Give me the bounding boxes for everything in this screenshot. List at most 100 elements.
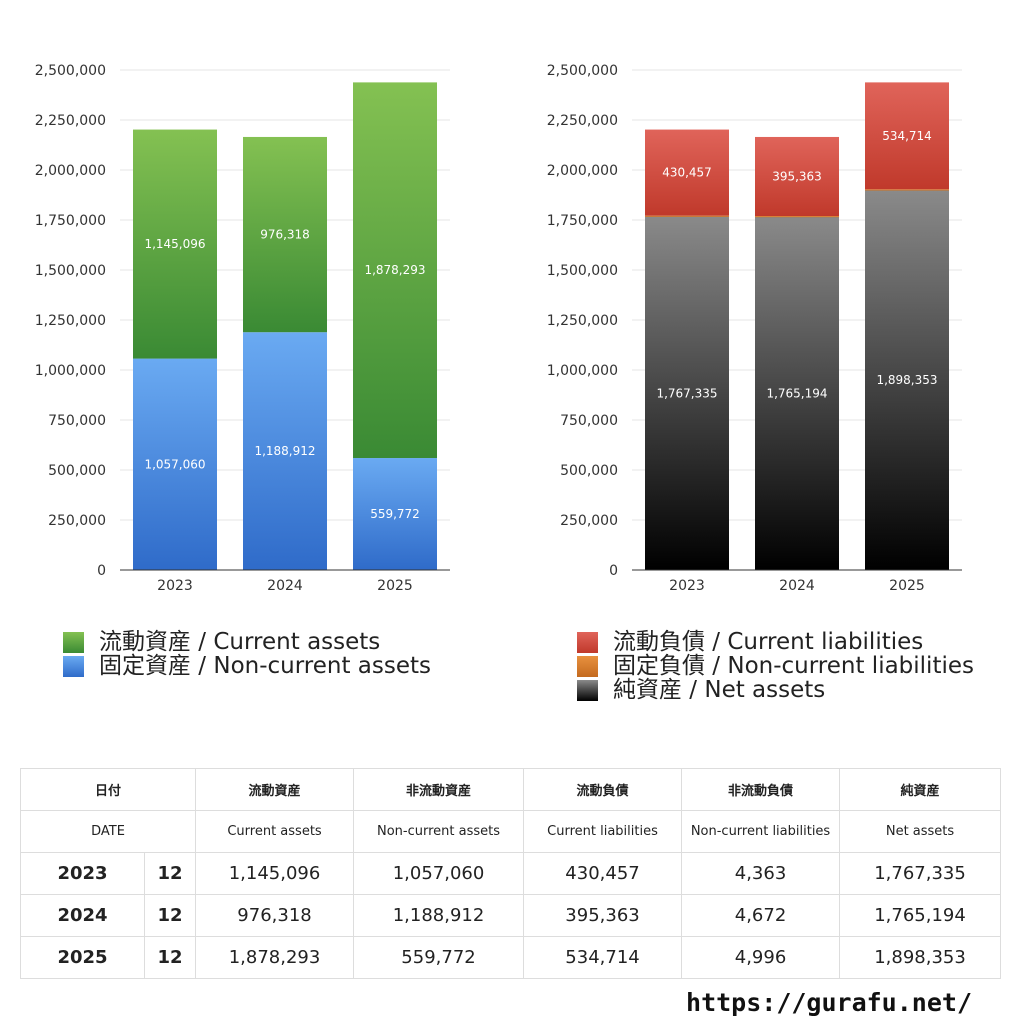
table-row: 2025 12 1,878,293 559,772 534,714 4,996 … (20, 936, 1002, 979)
data-label-net-assets-2024: 1,765,194 (766, 386, 827, 400)
y-tick-label: 0 (609, 563, 618, 579)
bar-non-current-liabilities-2025 (865, 189, 949, 191)
table-cell-current-liabilities: 430,457 (523, 852, 683, 895)
x-tick-label: 2023 (669, 578, 705, 594)
data-label-non-current-assets-2025: 559,772 (370, 507, 420, 521)
data-label-net-assets-2025: 1,898,353 (876, 373, 937, 387)
y-tick-label: 2,250,000 (547, 113, 618, 129)
table-cell-non-current-liabilities: 4,996 (681, 936, 841, 979)
table-cell-month: 12 (143, 852, 197, 895)
legend-label-current-liabilities: 流動負債 / Current liabilities (613, 629, 924, 655)
y-tick-label: 2,500,000 (35, 63, 106, 79)
y-tick-label: 750,000 (560, 413, 618, 429)
y-tick-label: 1,000,000 (547, 363, 618, 379)
bar-current-liabilities-2023 (645, 129, 729, 216)
table-header-net-assets-jp: 純資産 (839, 768, 1002, 811)
site-url-link[interactable]: https://gurafu.net/ (686, 988, 972, 1017)
table-header-current-liabilities-jp: 流動負債 (523, 768, 683, 811)
bar-current-assets-2023 (133, 129, 217, 359)
table-cell-current-liabilities: 395,363 (523, 894, 683, 937)
table-header-non-current-assets-jp: 非流動資産 (353, 768, 525, 811)
data-label-current-assets-2025: 1,878,293 (364, 263, 425, 277)
y-tick-label: 250,000 (48, 513, 106, 529)
legend-label-current-assets: 流動資産 / Current assets (99, 629, 381, 655)
y-tick-label: 1,250,000 (35, 313, 106, 329)
table-header-non-current-assets-en: Non-current assets (353, 810, 525, 853)
table-cell-non-current-liabilities: 4,363 (681, 852, 841, 895)
table-cell-current-assets: 1,145,096 (195, 852, 355, 895)
assets-legend: 流動資産 / Current assets 固定資産 / Non-current… (63, 630, 431, 678)
data-label-current-liabilities-2023: 430,457 (662, 166, 712, 180)
data-label-current-liabilities-2024: 395,363 (772, 169, 822, 183)
y-tick-label: 500,000 (48, 463, 106, 479)
x-tick-label: 2023 (157, 578, 193, 594)
table-cell-month: 12 (143, 936, 197, 979)
x-tick-label: 2025 (889, 578, 925, 594)
table-cell-net-assets: 1,767,335 (839, 852, 1002, 895)
table-header-current-assets-jp: 流動資産 (195, 768, 355, 811)
liabilities-legend: 流動負債 / Current liabilities 固定負債 / Non-cu… (577, 630, 974, 702)
table-header-current-assets-en: Current assets (195, 810, 355, 853)
y-tick-label: 500,000 (560, 463, 618, 479)
bar-current-assets-2025 (353, 82, 437, 459)
legend-item-current-liabilities: 流動負債 / Current liabilities (577, 630, 974, 654)
y-tick-label: 1,250,000 (547, 313, 618, 329)
balance-sheet-table: 日付 流動資産 非流動資産 流動負債 非流動負債 純資産 DATE Curren… (19, 768, 1002, 979)
table-header-jp-row: 日付 流動資産 非流動資産 流動負債 非流動負債 純資産 (19, 768, 1002, 811)
table-cell-current-assets: 976,318 (195, 894, 355, 937)
bar-net-assets-2023 (645, 216, 729, 570)
table-row: 2024 12 976,318 1,188,912 395,363 4,672 … (20, 894, 1002, 937)
y-tick-label: 2,000,000 (35, 163, 106, 179)
data-label-non-current-assets-2024: 1,188,912 (254, 444, 315, 458)
data-label-current-assets-2024: 976,318 (260, 228, 310, 242)
bar-non-current-liabilities-2024 (755, 216, 839, 218)
data-label-non-current-assets-2023: 1,057,060 (144, 457, 205, 471)
y-tick-label: 750,000 (48, 413, 106, 429)
legend-swatch-current-assets (63, 631, 84, 653)
legend-item-non-current-liabilities: 固定負債 / Non-current liabilities (577, 654, 974, 678)
table-header-en-row: DATE Current assets Non-current assets C… (19, 810, 1002, 853)
legend-item-non-current-assets: 固定資産 / Non-current assets (63, 654, 431, 678)
table-header-date-jp: 日付 (19, 768, 197, 811)
table-cell-current-assets: 1,878,293 (195, 936, 355, 979)
y-tick-label: 1,500,000 (35, 263, 106, 279)
table-cell-non-current-assets: 1,188,912 (353, 894, 525, 937)
x-tick-label: 2025 (377, 578, 413, 594)
data-label-net-assets-2023: 1,767,335 (656, 386, 717, 400)
bar-current-liabilities-2025 (865, 82, 949, 190)
y-tick-label: 2,000,000 (547, 163, 618, 179)
table-cell-month: 12 (143, 894, 197, 937)
legend-swatch-net-assets (577, 679, 598, 701)
data-label-current-liabilities-2025: 534,714 (882, 129, 932, 143)
table-cell-net-assets: 1,765,194 (839, 894, 1002, 937)
legend-label-non-current-assets: 固定資産 / Non-current assets (99, 653, 432, 679)
y-tick-label: 1,750,000 (547, 213, 618, 229)
bar-net-assets-2024 (755, 216, 839, 571)
table-cell-year: 2025 (20, 936, 145, 979)
table-cell-non-current-liabilities: 4,672 (681, 894, 841, 937)
y-tick-label: 2,500,000 (547, 63, 618, 79)
y-tick-label: 0 (97, 563, 106, 579)
table-header-date-en: DATE (19, 810, 197, 853)
bar-non-current-liabilities-2023 (645, 215, 729, 217)
bar-non-current-assets-2023 (133, 358, 217, 570)
legend-label-net-assets: 純資産 / Net assets (613, 677, 826, 703)
data-label-current-assets-2023: 1,145,096 (144, 237, 205, 251)
x-tick-label: 2024 (779, 578, 815, 594)
liabilities-net-assets-stacked-bar-chart: 0 250,000 500,000 750,000 1,000,000 1,250,000… (547, 63, 962, 594)
y-tick-label: 2,250,000 (35, 113, 106, 129)
table-cell-non-current-assets: 559,772 (353, 936, 525, 979)
table-cell-non-current-assets: 1,057,060 (353, 852, 525, 895)
table-cell-current-liabilities: 534,714 (523, 936, 683, 979)
table-cell-year: 2024 (20, 894, 145, 937)
legend-label-non-current-liabilities: 固定負債 / Non-current liabilities (613, 653, 974, 679)
y-tick-label: 1,500,000 (547, 263, 618, 279)
table-header-non-current-liabilities-jp: 非流動負債 (681, 768, 841, 811)
table-cell-net-assets: 1,898,353 (839, 936, 1002, 979)
table-header-current-liabilities-en: Current liabilities (523, 810, 683, 853)
bar-current-assets-2024 (243, 136, 327, 333)
bar-non-current-assets-2025 (353, 458, 437, 570)
y-tick-label: 1,750,000 (35, 213, 106, 229)
assets-stacked-bar-chart: 0 250,000 500,000 750,000 1,000,000 1,250,000… (35, 63, 450, 594)
bar-net-assets-2025 (865, 190, 949, 570)
